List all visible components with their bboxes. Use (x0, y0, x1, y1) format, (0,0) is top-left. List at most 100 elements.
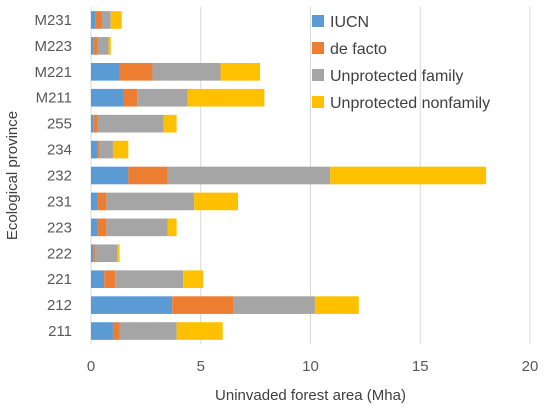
x-tick-labels: 0 5 10 15 20 (87, 358, 539, 375)
bar-m223-de-facto (93, 37, 98, 55)
bar-221-de-facto (104, 270, 116, 289)
y-axis-title: Ecological province (4, 111, 21, 240)
y-tick-label-255: 255 (47, 116, 72, 133)
y-tick-labels: M231 M223 M221 M211 255 234 232 231 223 222 221 212… (34, 12, 72, 340)
bar-223-unprotected-nonfamily (167, 218, 177, 237)
bar-row-255 (91, 114, 177, 133)
bar-row-223 (91, 218, 177, 237)
bar-m231-unprotected-family (101, 11, 111, 29)
bar-234-iucn (91, 140, 98, 159)
bar-221-unprotected-family (115, 270, 184, 289)
y-tick-label-221: 221 (47, 271, 72, 288)
legend-label-unprotected-family: Unprotected family (330, 68, 463, 85)
bar-row-221 (91, 270, 203, 289)
bar-231-unprotected-nonfamily (194, 192, 239, 211)
bar-m221-iucn (91, 62, 120, 81)
legend-item-iucn: IUCN (312, 14, 369, 31)
bar-234-de-facto (97, 140, 100, 159)
bar-222-unprotected-family (95, 244, 118, 263)
x-tick-label-5: 5 (197, 358, 205, 375)
y-tick-label-212: 212 (47, 297, 72, 314)
bar-212-de-facto (172, 296, 234, 314)
y-tick-label-m211: M211 (36, 90, 72, 107)
x-axis-title: Uninvaded forest area (Mha) (215, 387, 406, 404)
bar-m231-de-facto (95, 11, 102, 29)
x-tick-label-20: 20 (522, 358, 539, 375)
bar-255-unprotected-nonfamily (163, 114, 177, 133)
x-tick-label-10: 10 (302, 358, 319, 375)
legend-label-iucn: IUCN (330, 14, 369, 31)
y-tick-label-234: 234 (47, 142, 72, 159)
legend-swatch-unprotected-nonfamily (312, 96, 324, 108)
y-tick-label-231: 231 (47, 193, 72, 210)
bar-231-de-facto (97, 192, 107, 211)
bar-m231-unprotected-nonfamily (110, 11, 122, 29)
bar-255-unprotected-family (97, 114, 164, 133)
bar-211-unprotected-family (119, 322, 177, 340)
bar-m221-de-facto (119, 62, 153, 81)
bar-212-unprotected-nonfamily (314, 296, 359, 314)
bar-223-de-facto (97, 218, 107, 237)
bar-row-m221 (91, 62, 261, 81)
legend-label-de-facto: de facto (330, 41, 387, 58)
bar-row-232 (91, 166, 487, 185)
bar-m223-iucn (91, 37, 94, 55)
bar-row-231 (91, 192, 239, 211)
bar-211-de-facto (112, 322, 120, 340)
legend-label-unprotected-nonfamily: Unprotected nonfamily (330, 95, 490, 112)
bar-232-iucn (91, 166, 129, 185)
bar-234-unprotected-family (99, 140, 113, 159)
bar-255-de-facto (93, 114, 98, 133)
legend-swatch-de-facto (312, 42, 324, 54)
legend-swatch-unprotected-family (312, 69, 324, 81)
bar-212-unprotected-family (233, 296, 315, 314)
bar-m211-unprotected-family (137, 88, 188, 107)
bar-row-m211 (91, 88, 265, 107)
y-tick-label-223: 223 (47, 219, 72, 236)
y-tick-label-211: 211 (48, 323, 72, 340)
legend-item-de-facto: de facto (312, 41, 387, 58)
bar-m211-de-facto (123, 88, 138, 107)
bar-211-iucn (91, 322, 113, 340)
bar-232-unprotected-nonfamily (330, 166, 487, 185)
bar-223-iucn (91, 218, 98, 237)
bar-m223-unprotected-nonfamily (108, 37, 111, 55)
bar-m211-unprotected-nonfamily (187, 88, 265, 107)
bar-221-unprotected-nonfamily (183, 270, 203, 289)
bar-m211-iucn (91, 88, 124, 107)
bar-m221-unprotected-nonfamily (220, 62, 261, 81)
legend-swatch-iucn (312, 15, 324, 27)
legend-item-unprotected-nonfamily: Unprotected nonfamily (312, 95, 490, 112)
bar-211-unprotected-nonfamily (176, 322, 223, 340)
bar-row-211 (91, 322, 223, 340)
y-tick-label-222: 222 (47, 245, 72, 262)
bar-222-unprotected-nonfamily (117, 244, 120, 263)
bar-row-212 (91, 296, 359, 314)
bar-223-unprotected-family (106, 218, 168, 237)
bar-231-iucn (91, 192, 98, 211)
bar-row-234 (91, 140, 129, 159)
bar-m221-unprotected-family (152, 62, 221, 81)
bars (91, 11, 487, 340)
y-tick-label-232: 232 (47, 168, 72, 185)
bar-row-222 (91, 244, 120, 263)
bar-255-iucn (91, 114, 94, 133)
bar-232-unprotected-family (167, 166, 331, 185)
bar-row-m223 (91, 37, 111, 55)
bar-232-de-facto (128, 166, 168, 185)
bar-212-iucn (91, 296, 173, 314)
bar-221-iucn (91, 270, 105, 289)
y-tick-label-m231: M231 (34, 12, 72, 29)
bar-row-m231 (91, 11, 122, 29)
bar-222-de-facto (93, 244, 96, 263)
bar-222-iucn (91, 244, 94, 263)
legend: IUCN de facto Unprotected family Unprotecte… (312, 14, 490, 112)
bar-m223-unprotected-family (97, 37, 109, 55)
bar-231-unprotected-family (106, 192, 195, 211)
legend-item-unprotected-family: Unprotected family (312, 68, 463, 85)
bar-m231-iucn (91, 11, 96, 29)
x-tick-label-0: 0 (87, 358, 95, 375)
y-tick-label-m221: M221 (34, 64, 72, 81)
y-tick-label-m223: M223 (34, 38, 72, 55)
